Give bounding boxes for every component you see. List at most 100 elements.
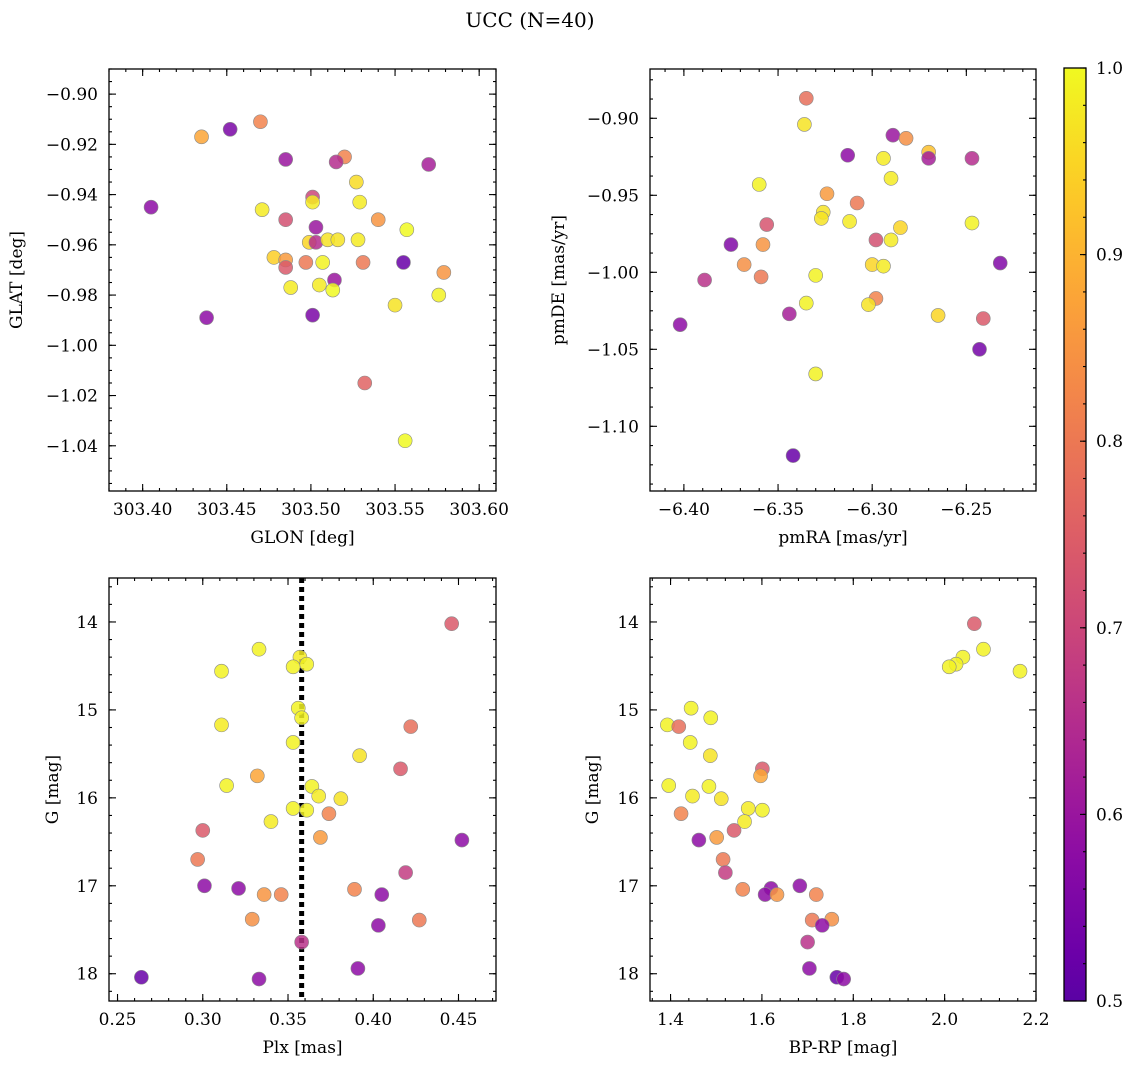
data-point [347, 882, 362, 897]
data-point [782, 306, 797, 322]
data-point [736, 257, 752, 272]
colorbar-frame [1063, 67, 1087, 1002]
data-point [808, 366, 823, 382]
y-tick-label: −1.00 [587, 263, 639, 283]
data-point [673, 806, 689, 821]
data-point [328, 154, 344, 170]
x-tick-label: 0.45 [440, 1010, 478, 1030]
data-point [294, 710, 309, 726]
data-point [849, 195, 865, 211]
x-tick-label: −6.40 [658, 500, 710, 520]
x-tick-label: 2.2 [1022, 1010, 1049, 1030]
y-tick-label: 14 [617, 613, 639, 633]
x-tick-label: 0.35 [269, 1010, 307, 1030]
data-point [305, 307, 320, 323]
data-point [222, 121, 238, 137]
data-point [308, 219, 324, 235]
figure-title: UCC (N=40) [465, 8, 594, 32]
data-point [753, 768, 768, 784]
data-point [263, 814, 279, 829]
data-point [411, 912, 427, 928]
axes-frame [108, 68, 497, 492]
x-tick-label: 1.8 [840, 1010, 867, 1030]
data-point [278, 152, 293, 167]
data-point [883, 232, 899, 248]
minor-ticks [650, 69, 1036, 491]
data-point [682, 735, 698, 750]
points [660, 616, 1028, 987]
data-point [842, 214, 857, 229]
y-axis-label: pmDE [mas/yr] [549, 215, 569, 345]
data-point [134, 969, 149, 985]
data-point [930, 308, 946, 323]
data-point [194, 129, 209, 145]
data-point [197, 878, 212, 894]
data-point [421, 157, 436, 172]
y-tick-label: −1.00 [46, 336, 98, 356]
data-point [278, 212, 293, 228]
data-point [769, 887, 785, 902]
data-point [199, 310, 214, 325]
data-point [285, 735, 301, 750]
x-axis-label: BP-RP [mag] [789, 1038, 898, 1058]
data-point [967, 616, 982, 632]
data-point [214, 717, 229, 733]
data-point [333, 791, 349, 807]
data-point [357, 375, 373, 391]
data-point [396, 255, 411, 270]
y-tick-label: −0.90 [587, 109, 639, 129]
points [134, 616, 470, 987]
data-point [814, 211, 829, 226]
data-point [312, 277, 327, 293]
data-point [898, 131, 914, 146]
y-tick-label: −1.10 [587, 417, 639, 437]
data-point [992, 255, 1008, 271]
data-point [254, 202, 270, 217]
data-point [975, 311, 991, 326]
data-point [751, 177, 767, 192]
data-point [792, 878, 808, 894]
data-point [313, 830, 328, 845]
y-tick-label: 16 [617, 789, 639, 809]
data-point [800, 934, 815, 950]
colorbar-fill [1064, 68, 1086, 1001]
data-point [753, 269, 769, 285]
data-point [393, 761, 408, 777]
data-point [244, 911, 260, 927]
minor-ticks [108, 68, 497, 491]
points [143, 114, 452, 449]
scatter-panel-4: 1.4 1.6 1.8 2.0 2.2 14 15 16 17 18 BP-RP [mag] G [m… [583, 577, 1050, 1058]
x-tick-label: 0.30 [184, 1010, 222, 1030]
data-point [672, 317, 688, 332]
axes-frame [649, 577, 1037, 1002]
data-point [964, 151, 980, 166]
data-point [691, 832, 707, 848]
data-point [253, 114, 268, 130]
data-point [321, 806, 337, 821]
y-tick-label: 17 [76, 877, 98, 897]
data-point [808, 887, 824, 902]
data-point [374, 887, 390, 902]
y-tick-label: −0.98 [46, 286, 98, 306]
data-point [893, 220, 908, 235]
data-point [723, 237, 739, 252]
data-point [436, 265, 452, 280]
data-point [298, 255, 314, 270]
y-tick-label: 18 [76, 965, 98, 985]
data-point [755, 802, 770, 818]
data-point [398, 865, 413, 880]
data-point [403, 719, 419, 734]
x-axis-label: pmRA [mas/yr] [778, 528, 907, 548]
x-tick-label: −6.25 [940, 500, 992, 520]
data-point [214, 663, 229, 679]
scatter-panel-1: 303.40 303.45 303.50 303.55 303.60 −0.90 −0.92… [7, 68, 509, 548]
y-tick-label: −0.96 [46, 236, 98, 256]
x-tick-label: 1.6 [748, 1010, 775, 1030]
x-tick-label: −6.35 [752, 500, 804, 520]
data-point [349, 174, 364, 190]
data-point [190, 852, 205, 867]
x-tick-label: 303.55 [365, 500, 424, 520]
axes-frame [108, 577, 497, 1002]
data-point [299, 656, 315, 672]
x-tick-label: 303.45 [197, 500, 256, 520]
